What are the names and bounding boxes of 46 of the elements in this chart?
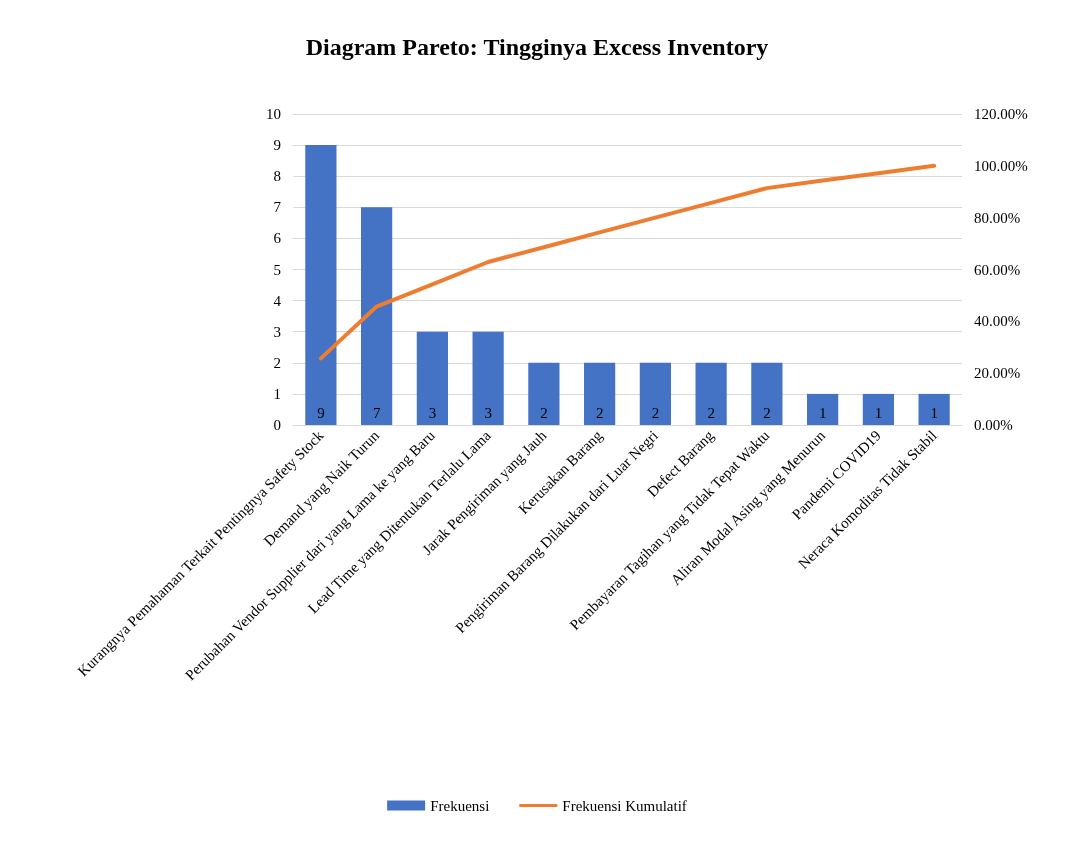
y-tick-label: 4 (273, 292, 282, 309)
data-label: 3 (484, 404, 492, 421)
y-tick-label: 7 (273, 199, 282, 216)
data-label: 7 (372, 404, 381, 421)
data-label: 2 (595, 404, 604, 421)
legend-label: Frekuensi (430, 797, 490, 814)
y2-tick-label: 80.00% (974, 209, 1021, 226)
bar (639, 362, 671, 425)
bar (584, 362, 616, 425)
bar (416, 331, 448, 425)
bar (305, 145, 337, 425)
data-label: 2 (651, 404, 660, 421)
bar (695, 362, 727, 425)
y-tick-label: 0 (273, 417, 281, 433)
y-tick-label: 3 (273, 323, 281, 340)
y2-tick-label: 100.00% (974, 157, 1028, 174)
y2-tick-label: 20.00% (974, 365, 1021, 382)
data-label: 3 (428, 404, 437, 421)
y2-tick-label: 120.00% (974, 106, 1028, 122)
bar (862, 393, 894, 425)
y-tick-label: 2 (273, 354, 281, 371)
y2-tick-label: 0.00% (974, 417, 1013, 433)
y-tick-label: 1 (273, 385, 281, 402)
bar (918, 393, 950, 425)
y2-tick-label: 60.00% (974, 261, 1021, 278)
y-tick-label: 8 (273, 168, 281, 185)
y-tick-label: 5 (273, 261, 281, 278)
y-tick-label: 10 (266, 106, 281, 122)
data-label: 1 (818, 404, 827, 421)
y-tick-label: 6 (273, 230, 282, 247)
line-series (318, 163, 937, 361)
bar (528, 362, 560, 425)
data-label: 9 (317, 404, 325, 421)
bar (361, 207, 393, 425)
data-label: 2 (763, 404, 771, 421)
chart-title: Diagram Pareto: Tingginya Excess Inventory (305, 34, 769, 60)
data-label: 2 (540, 404, 548, 421)
bar (472, 331, 504, 425)
data-label: 2 (707, 404, 715, 421)
y2-tick-label: 40.00% (974, 313, 1021, 330)
y-tick-label: 9 (273, 137, 281, 154)
legend-label: Frekuensi Kumulatif (562, 797, 687, 814)
data-label: 1 (874, 404, 883, 421)
data-label: 1 (930, 404, 938, 421)
bar (751, 362, 783, 425)
bar (807, 393, 839, 425)
